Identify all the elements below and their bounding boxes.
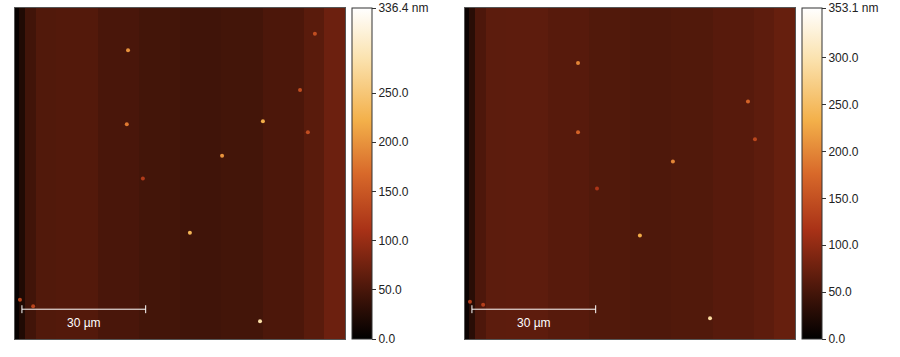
svg-text:50.0: 50.0 xyxy=(378,283,402,297)
svg-text:150.0: 150.0 xyxy=(378,185,408,199)
svg-text:200.0: 200.0 xyxy=(378,135,408,149)
svg-text:250.0: 250.0 xyxy=(828,98,858,112)
svg-text:150.0: 150.0 xyxy=(828,192,858,206)
svg-text:100.0: 100.0 xyxy=(378,234,408,248)
svg-text:353.1 nm: 353.1 nm xyxy=(828,1,878,15)
svg-text:50.0: 50.0 xyxy=(828,285,852,299)
svg-text:30 µm: 30 µm xyxy=(517,316,551,330)
svg-text:200.0: 200.0 xyxy=(828,145,858,159)
svg-text:30 µm: 30 µm xyxy=(67,316,101,330)
svg-text:0.0: 0.0 xyxy=(378,332,395,346)
svg-text:336.4 nm: 336.4 nm xyxy=(378,1,428,15)
svg-text:300.0: 300.0 xyxy=(828,51,858,65)
svg-text:100.0: 100.0 xyxy=(828,238,858,252)
svg-text:0.0: 0.0 xyxy=(828,332,845,346)
svg-text:250.0: 250.0 xyxy=(378,86,408,100)
